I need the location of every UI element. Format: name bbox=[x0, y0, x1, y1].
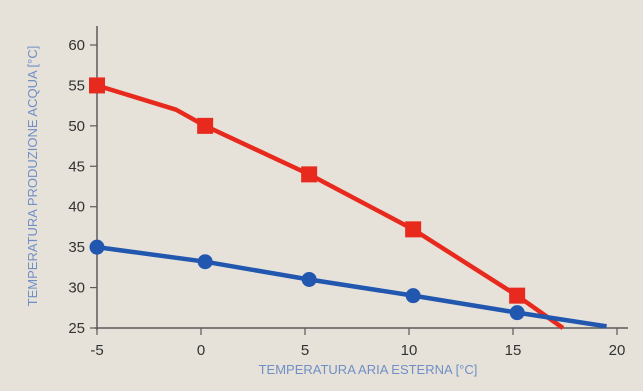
y-tick-label: 50 bbox=[68, 118, 85, 135]
series-1 bbox=[89, 77, 565, 330]
x-tick-label: -5 bbox=[90, 342, 103, 359]
y-tick-label: 30 bbox=[68, 280, 85, 297]
data-point-square bbox=[197, 117, 214, 134]
x-tick-label: 15 bbox=[505, 342, 522, 359]
data-point-circle bbox=[89, 239, 105, 255]
y-tick-label: 55 bbox=[68, 77, 85, 94]
data-point-square bbox=[509, 287, 526, 304]
y-tick-label: 40 bbox=[68, 199, 85, 216]
y-tick-label: 35 bbox=[68, 239, 85, 256]
data-point-circle bbox=[301, 271, 317, 287]
x-tick-label: 20 bbox=[609, 342, 626, 359]
data-point-square bbox=[301, 166, 318, 183]
axes: 25 30 35 40 45 50 55 60 -5 0 5 10 15 20 bbox=[68, 26, 628, 359]
data-point-square bbox=[405, 221, 422, 238]
x-axis-label: TEMPERATURA ARIA ESTERNA [°C] bbox=[259, 362, 478, 377]
y-tick-label: 45 bbox=[68, 158, 85, 175]
y-tick-label: 25 bbox=[68, 320, 85, 337]
series-line bbox=[96, 83, 565, 330]
series-layer bbox=[89, 77, 607, 330]
x-tick-label: 5 bbox=[301, 342, 309, 359]
y-tick-label: 60 bbox=[68, 37, 85, 54]
data-point-square bbox=[89, 77, 105, 94]
x-tick-label: 10 bbox=[401, 342, 418, 359]
series-line bbox=[96, 244, 607, 329]
series-2 bbox=[89, 239, 607, 329]
data-point-circle bbox=[197, 254, 213, 270]
data-point-circle bbox=[405, 288, 421, 304]
data-point-circle bbox=[509, 305, 525, 321]
y-axis-label: TEMPERATURA PRODUZIONE ACQUA [°C] bbox=[25, 46, 40, 307]
x-tick-label: 0 bbox=[197, 342, 205, 359]
